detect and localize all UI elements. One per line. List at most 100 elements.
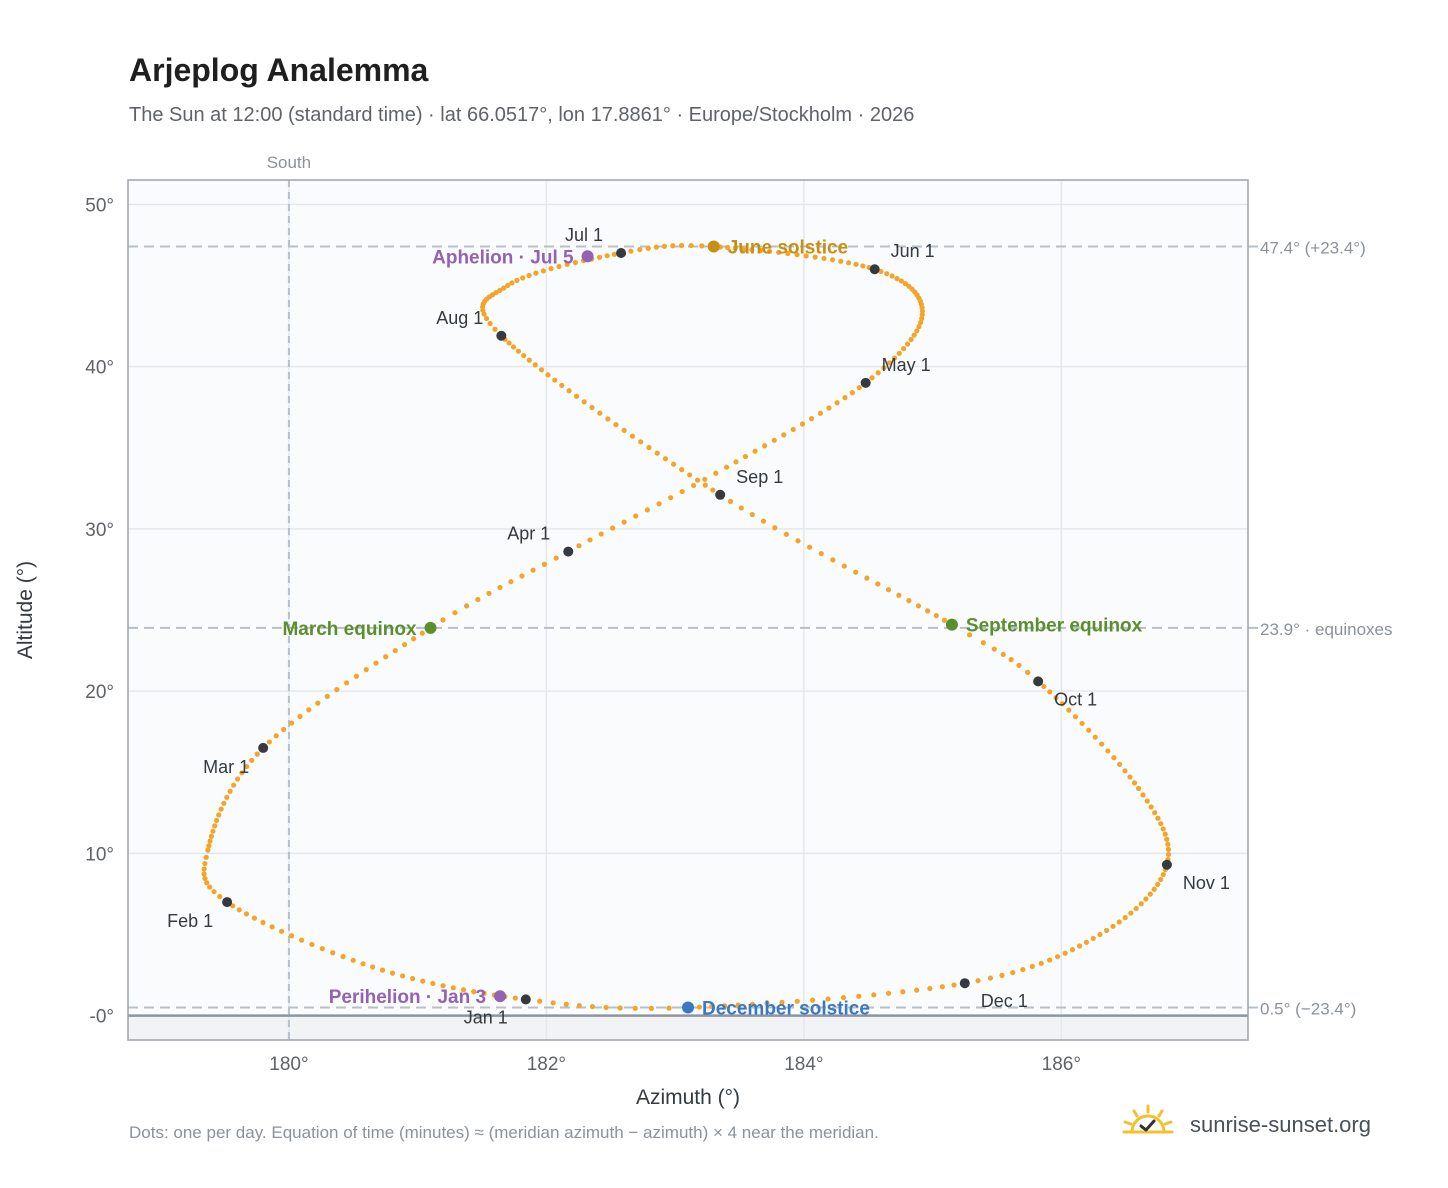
south-label: South xyxy=(267,153,311,172)
month-marker-label: May 1 xyxy=(882,355,931,375)
daily-dot xyxy=(886,360,892,366)
daily-dot xyxy=(1025,669,1031,675)
daily-dot xyxy=(1066,707,1072,713)
daily-dot xyxy=(875,370,881,376)
event-label: March equinox xyxy=(282,619,417,640)
daily-dot xyxy=(249,757,255,763)
daily-dot xyxy=(556,263,562,270)
daily-dot xyxy=(1076,943,1083,949)
daily-dot xyxy=(1116,919,1122,925)
daily-dot xyxy=(1131,780,1138,786)
daily-dot xyxy=(908,336,914,343)
daily-dot xyxy=(764,1000,770,1006)
daily-dot xyxy=(901,346,907,352)
daily-dot xyxy=(742,453,749,460)
daily-dot xyxy=(315,700,321,706)
daily-dot xyxy=(216,812,222,818)
daily-dot xyxy=(239,770,245,776)
month-marker xyxy=(222,897,233,908)
daily-dot xyxy=(1158,821,1164,827)
daily-dot xyxy=(1140,792,1146,798)
daily-dot xyxy=(319,946,325,952)
daily-dot xyxy=(738,505,744,511)
brand[interactable]: sunrise-sunset.org xyxy=(1120,1102,1390,1148)
daily-dot xyxy=(221,800,227,806)
daily-dot xyxy=(236,907,242,913)
month-marker-label: Mar 1 xyxy=(203,757,249,777)
daily-dot xyxy=(1010,969,1016,976)
daily-dot xyxy=(1047,957,1053,963)
event-label: Perihelion · Jan 3 xyxy=(329,987,486,1008)
daily-dot xyxy=(941,617,947,623)
x-tick-label: 186° xyxy=(1042,1054,1081,1075)
daily-dot xyxy=(702,482,708,488)
daily-dot xyxy=(776,249,782,256)
daily-dot xyxy=(509,280,515,286)
daily-dot xyxy=(1072,714,1079,720)
daily-dot xyxy=(842,395,848,401)
reference-line-label: 0.5° (−23.4°) xyxy=(1260,1000,1356,1019)
daily-dot xyxy=(779,999,785,1005)
daily-dot xyxy=(853,569,859,575)
month-marker-label: Dec 1 xyxy=(981,991,1028,1011)
daily-dot xyxy=(1000,651,1006,658)
daily-dot xyxy=(812,254,818,260)
daily-dot xyxy=(514,277,520,283)
daily-dot xyxy=(526,357,532,363)
daily-dot xyxy=(1148,804,1154,810)
daily-dot xyxy=(724,244,731,251)
daily-dot xyxy=(212,823,218,829)
daily-dot xyxy=(450,985,456,991)
daily-dot xyxy=(617,1005,623,1011)
daily-dot xyxy=(914,987,920,993)
y-tick-label: 30° xyxy=(85,520,114,541)
daily-dot xyxy=(207,884,213,890)
daily-dot xyxy=(430,980,436,987)
daily-dot xyxy=(980,640,986,646)
daily-dot xyxy=(205,847,211,853)
daily-dot xyxy=(919,315,925,322)
daily-dot xyxy=(1138,901,1144,907)
daily-dot xyxy=(849,390,855,396)
month-marker xyxy=(616,248,627,259)
daily-dot xyxy=(838,258,844,264)
daily-dot xyxy=(208,833,215,839)
daily-dot xyxy=(1165,841,1171,847)
plot-area xyxy=(128,180,1248,1040)
daily-dot xyxy=(1110,923,1116,929)
daily-dot xyxy=(213,817,220,824)
month-marker xyxy=(563,546,574,557)
daily-dot xyxy=(881,365,887,371)
month-marker xyxy=(959,978,970,989)
x-tick-label: 180° xyxy=(269,1054,308,1075)
daily-dot xyxy=(288,933,295,939)
daily-dot xyxy=(207,838,213,844)
daily-dot xyxy=(269,924,275,930)
daily-dot xyxy=(598,531,604,537)
daily-dot xyxy=(334,687,340,693)
daily-dot xyxy=(1117,761,1123,767)
event-marker xyxy=(424,621,437,634)
daily-dot xyxy=(260,919,266,926)
daily-dot xyxy=(486,590,492,596)
event-marker xyxy=(682,1001,694,1014)
daily-dot xyxy=(227,788,233,794)
daily-dot xyxy=(389,970,396,976)
daily-dot xyxy=(217,893,223,900)
daily-dot xyxy=(211,889,217,895)
daily-dot xyxy=(1160,871,1166,878)
daily-dot xyxy=(564,261,570,268)
daily-dot xyxy=(576,543,582,549)
daily-dot xyxy=(299,937,305,943)
footnote: Dots: one per day. Equation of time (min… xyxy=(129,1123,879,1142)
daily-dot xyxy=(1105,748,1111,754)
month-marker xyxy=(258,742,269,753)
daily-dot xyxy=(662,456,669,462)
plot-frame xyxy=(127,179,1249,1041)
daily-dot xyxy=(440,983,446,989)
daily-dot xyxy=(201,866,207,872)
daily-dot xyxy=(1165,851,1172,858)
daily-dot xyxy=(1164,836,1170,842)
daily-dot xyxy=(999,972,1005,978)
daily-dot xyxy=(668,495,674,501)
